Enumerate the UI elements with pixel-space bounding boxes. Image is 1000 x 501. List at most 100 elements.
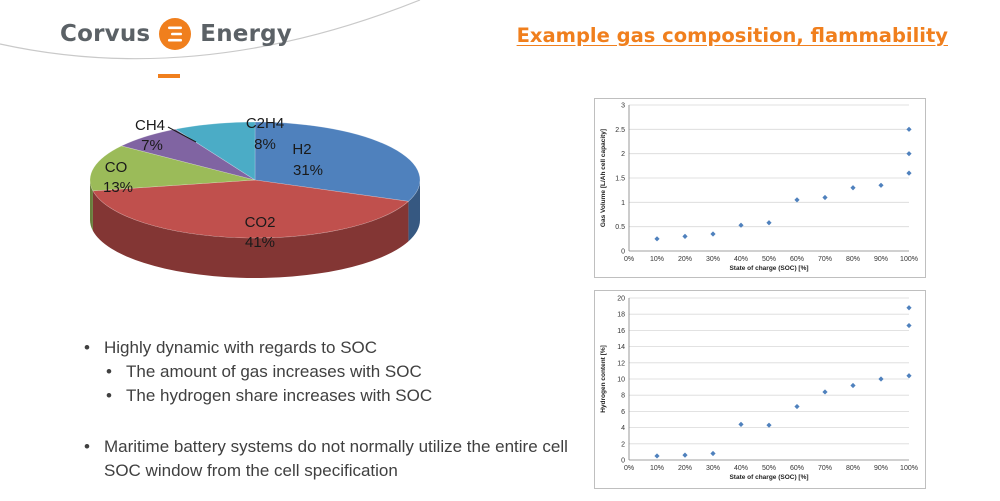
gas-volume-chart-frame: 0 0.5 1 1.5 2 2.5 3 0% 10% 20% 30% 40% 50% 60% 70% 80% 9… xyxy=(594,98,926,278)
data-point xyxy=(710,450,716,457)
y-tick-label: 16 xyxy=(617,328,625,335)
pie-value-c2h4: 8% xyxy=(254,136,276,153)
data-point xyxy=(906,322,912,329)
y-tick-label: 0.5 xyxy=(615,224,625,231)
data-point xyxy=(906,151,912,157)
gas-composition-pie-chart: H2 31% CO2 41% CO 13% CH4 7% C2H4 8% xyxy=(90,115,421,278)
pie-value-h2: 31% xyxy=(293,162,323,179)
x-tick-label: 50% xyxy=(762,256,776,263)
y-tick-label: 18 xyxy=(617,312,625,319)
y-tick-label: 3 xyxy=(621,103,625,110)
pie-label-h2: H2 xyxy=(292,141,311,158)
data-point xyxy=(906,305,912,311)
data-point xyxy=(766,220,772,226)
x-tick-label: 80% xyxy=(846,256,860,263)
x-tick-label: 0% xyxy=(624,256,634,263)
x-tick-label: 60% xyxy=(790,256,804,263)
x-tick-label: 100% xyxy=(900,465,918,472)
x-tick-label: 40% xyxy=(734,256,748,263)
pie-label-ch4: CH4 xyxy=(135,117,165,134)
x-tick-label: 40% xyxy=(734,465,748,472)
data-point xyxy=(682,233,688,239)
data-point xyxy=(766,422,772,428)
data-point xyxy=(794,197,800,203)
logo-word-right: Energy xyxy=(200,21,292,47)
bullet-item: • Highly dynamic with regards to SOC xyxy=(84,336,574,360)
x-tick-label: 100% xyxy=(900,256,918,263)
data-point xyxy=(822,389,828,395)
y-tick-label: 2 xyxy=(621,151,625,158)
logo-mark-icon xyxy=(159,18,192,50)
y-tick-label: 0 xyxy=(621,249,625,256)
pie-label-co2: CO2 xyxy=(245,214,276,231)
y-tick-label: 6 xyxy=(621,409,625,416)
x-tick-label: 90% xyxy=(874,256,888,263)
data-point xyxy=(878,182,884,188)
pie-value-co2: 41% xyxy=(245,234,275,251)
pie-slice-co xyxy=(90,145,256,192)
pie-side-co2 xyxy=(92,190,409,278)
y-tick-label: 10 xyxy=(617,377,625,384)
hydrogen-content-scatter-chart: 0 2 4 6 8 10 12 14 16 18 20 0% 10% 20% 30% 40% 50% 60% 70%… xyxy=(600,296,918,482)
y-tick-label: 4 xyxy=(621,425,625,432)
pie-leader-line-ch4 xyxy=(167,126,197,143)
y-tick-label: 14 xyxy=(617,344,625,351)
data-point xyxy=(878,376,884,382)
logo-accent-bar xyxy=(158,74,180,78)
data-point xyxy=(906,170,912,176)
data-point xyxy=(682,452,688,458)
x-tick-label: 30% xyxy=(706,256,720,263)
y-tick-label: 12 xyxy=(617,360,625,367)
y-axis-label: Gas Volume [L/Ah cell capacity] xyxy=(600,129,607,227)
y-tick-label: 20 xyxy=(617,296,625,303)
bullet-text: The hydrogen share increases with SOC xyxy=(126,386,433,405)
corvus-energy-logo: Corvus Energy xyxy=(60,14,292,54)
x-axis-label: State of charge (SOC) [%] xyxy=(729,474,808,481)
pie-label-c2h4: C2H4 xyxy=(246,115,284,132)
slide-title: Example gas composition, flammability xyxy=(516,24,948,47)
pie-slice-ch4 xyxy=(120,128,256,181)
x-tick-label: 20% xyxy=(678,465,692,472)
bullet-item: • Maritime battery systems do not normal… xyxy=(84,435,574,483)
y-tick-label: 2 xyxy=(621,441,625,448)
x-tick-label: 10% xyxy=(650,465,664,472)
data-point xyxy=(654,453,660,459)
y-tick-label: 0 xyxy=(621,458,625,465)
data-point xyxy=(710,231,716,237)
bullet-text: Highly dynamic with regards to SOC xyxy=(104,338,378,357)
data-point xyxy=(906,373,912,379)
x-tick-label: 90% xyxy=(874,465,888,472)
y-tick-label: 2.5 xyxy=(615,127,625,134)
data-point xyxy=(906,126,912,132)
logo-word-left: Corvus xyxy=(60,21,151,47)
bullet-text: The amount of gas increases with SOC xyxy=(126,362,422,381)
bullet-marker: • xyxy=(84,437,90,456)
y-tick-label: 1.5 xyxy=(615,176,625,183)
y-axis-label: Hydrogen content [%] xyxy=(600,345,607,413)
data-point xyxy=(654,236,660,242)
x-tick-label: 80% xyxy=(846,465,860,472)
data-point xyxy=(794,403,800,410)
bullet-text: Maritime battery systems do not normally… xyxy=(104,437,568,480)
data-point xyxy=(850,382,856,389)
y-tick-label: 8 xyxy=(621,393,625,400)
bullet-marker: • xyxy=(106,386,112,405)
pie-side-co xyxy=(90,180,93,231)
pie-slice-h2 xyxy=(254,121,421,202)
gas-volume-scatter-chart: 00.511.522.530% 10% 20% 30% 40% 50% 60% 70% 80% 9… xyxy=(600,103,918,273)
data-point xyxy=(738,222,744,228)
data-point xyxy=(850,185,856,191)
x-tick-label: 0% xyxy=(624,465,634,472)
pie-value-co: 13% xyxy=(103,179,133,196)
x-tick-label: 60% xyxy=(790,465,804,472)
pie-slice-c2h4 xyxy=(174,121,256,181)
pie-side-h2 xyxy=(408,180,420,242)
x-tick-label: 10% xyxy=(650,256,664,263)
bullet-subitem: • The hydrogen share increases with SOC xyxy=(84,384,574,408)
bullet-subitem: • The amount of gas increases with SOC xyxy=(84,360,574,384)
bullet-marker: • xyxy=(84,338,90,357)
pie-slice-co2 xyxy=(92,179,410,239)
x-tick-label: 30% xyxy=(706,465,720,472)
data-point xyxy=(738,421,744,427)
x-tick-label: 70% xyxy=(818,256,832,263)
